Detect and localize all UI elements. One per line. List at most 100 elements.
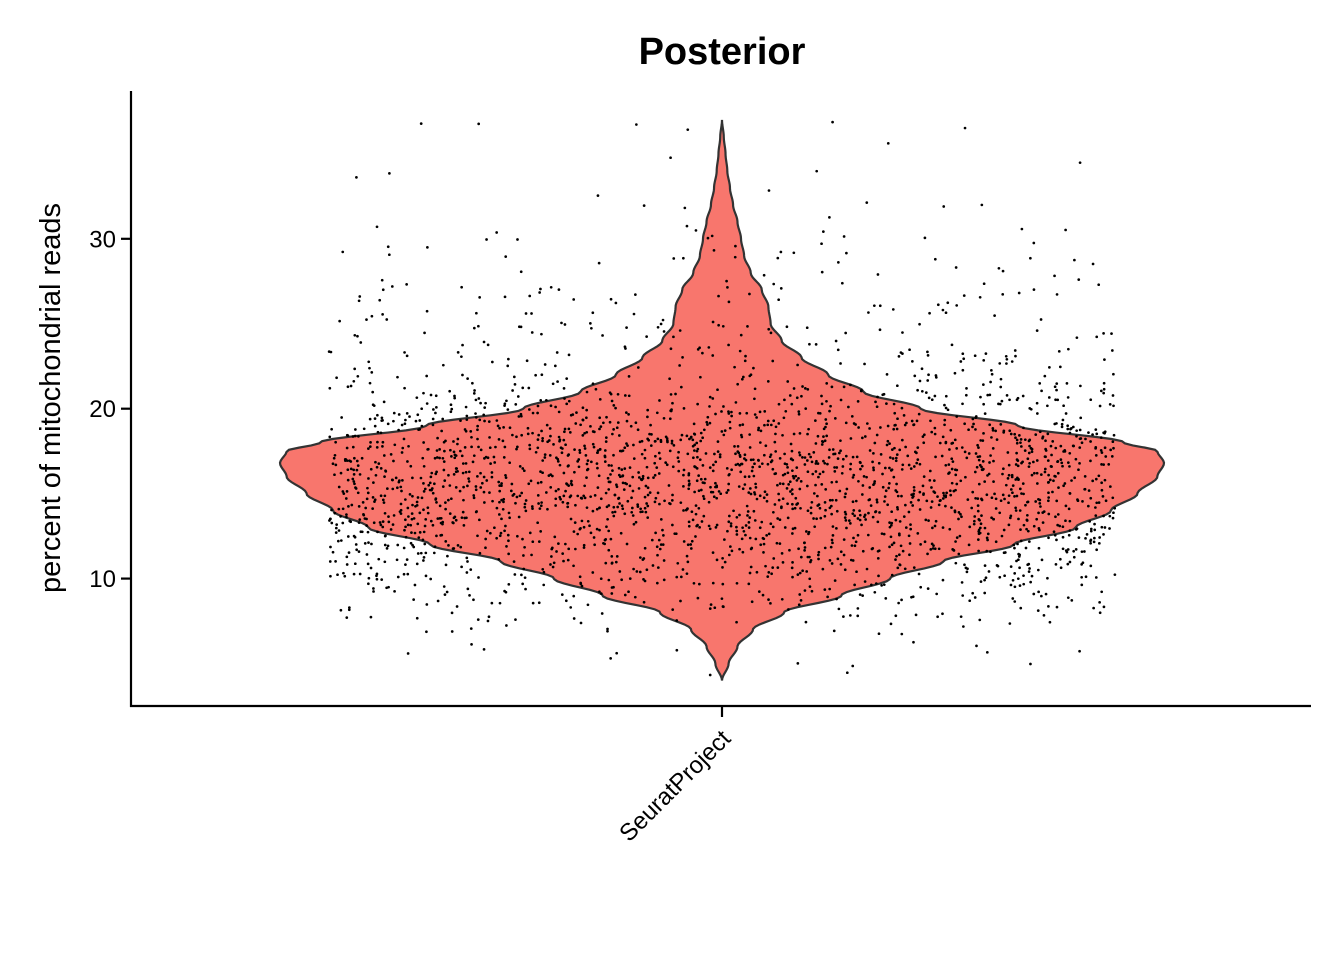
data-point (640, 439, 644, 443)
data-point (960, 581, 964, 584)
data-point (926, 350, 929, 354)
data-point (1109, 485, 1112, 488)
data-point (960, 446, 964, 449)
data-point (1046, 481, 1050, 484)
data-point (562, 387, 566, 390)
data-point (854, 540, 858, 544)
data-point (839, 449, 842, 453)
data-point (823, 500, 827, 504)
data-point (599, 577, 603, 581)
data-point (458, 489, 462, 493)
data-point (617, 496, 621, 500)
data-point (728, 514, 731, 518)
data-point (462, 498, 465, 502)
data-point (522, 469, 526, 473)
data-point (833, 470, 837, 473)
data-point (695, 479, 699, 483)
data-point (662, 416, 666, 420)
data-point (950, 457, 954, 461)
data-point (639, 507, 643, 511)
data-point (537, 433, 541, 437)
data-point (589, 321, 592, 325)
data-point (505, 545, 508, 548)
data-point (1014, 354, 1017, 358)
data-point (425, 603, 429, 606)
data-point (381, 520, 385, 523)
data-point (333, 511, 337, 515)
data-point (790, 449, 794, 453)
data-point (1059, 566, 1063, 570)
data-point (1059, 444, 1063, 448)
data-point (1035, 401, 1039, 405)
data-point (1030, 574, 1034, 578)
data-point (1042, 510, 1046, 513)
data-point (1043, 470, 1047, 474)
data-point (668, 501, 671, 505)
data-point (795, 479, 799, 482)
data-point (699, 375, 702, 379)
data-point (502, 425, 505, 429)
data-point (1044, 455, 1047, 459)
data-point (644, 510, 648, 514)
data-point (605, 505, 609, 509)
data-point (1103, 478, 1107, 482)
data-point (394, 476, 398, 480)
data-point (349, 467, 353, 471)
data-point (1019, 438, 1023, 441)
data-point (836, 348, 840, 352)
data-point (554, 504, 557, 507)
data-point (355, 548, 359, 552)
data-point (679, 501, 683, 505)
data-point (804, 620, 808, 624)
data-point (476, 424, 479, 428)
data-point (478, 418, 482, 422)
data-point (536, 404, 540, 408)
data-point (695, 441, 699, 445)
data-point (1009, 488, 1013, 491)
data-point (585, 476, 588, 479)
data-point (772, 557, 776, 560)
data-point (1041, 436, 1044, 440)
data-point (868, 449, 872, 452)
data-point (888, 545, 891, 549)
data-point (748, 487, 752, 490)
data-point (839, 398, 843, 402)
data-point (729, 522, 733, 525)
data-point (612, 428, 615, 431)
data-point (546, 507, 549, 511)
data-point (504, 476, 508, 479)
data-point (753, 492, 757, 496)
data-point (369, 566, 373, 570)
data-point (847, 405, 850, 409)
data-point (935, 592, 939, 596)
data-point (609, 657, 612, 660)
data-point (1005, 362, 1008, 365)
data-point (895, 427, 899, 431)
data-point (867, 311, 870, 314)
data-point (766, 380, 770, 383)
data-point (832, 629, 836, 633)
data-point (449, 410, 453, 414)
data-point (927, 373, 930, 377)
data-point (593, 494, 597, 497)
data-point (415, 503, 419, 507)
data-point (507, 582, 511, 586)
data-point (526, 426, 530, 430)
data-point (976, 538, 980, 542)
data-point (444, 439, 447, 443)
data-point (459, 545, 463, 549)
data-point (948, 448, 951, 451)
data-point (849, 522, 852, 525)
data-point (368, 445, 372, 448)
data-point (1066, 548, 1070, 551)
data-point (597, 261, 601, 265)
data-point (791, 507, 795, 511)
data-point (433, 545, 437, 549)
data-point (1026, 529, 1030, 533)
data-point (791, 469, 794, 473)
data-point (942, 205, 946, 208)
data-point (904, 503, 907, 507)
data-point (448, 512, 452, 516)
data-point (748, 433, 752, 436)
data-point (464, 462, 468, 465)
